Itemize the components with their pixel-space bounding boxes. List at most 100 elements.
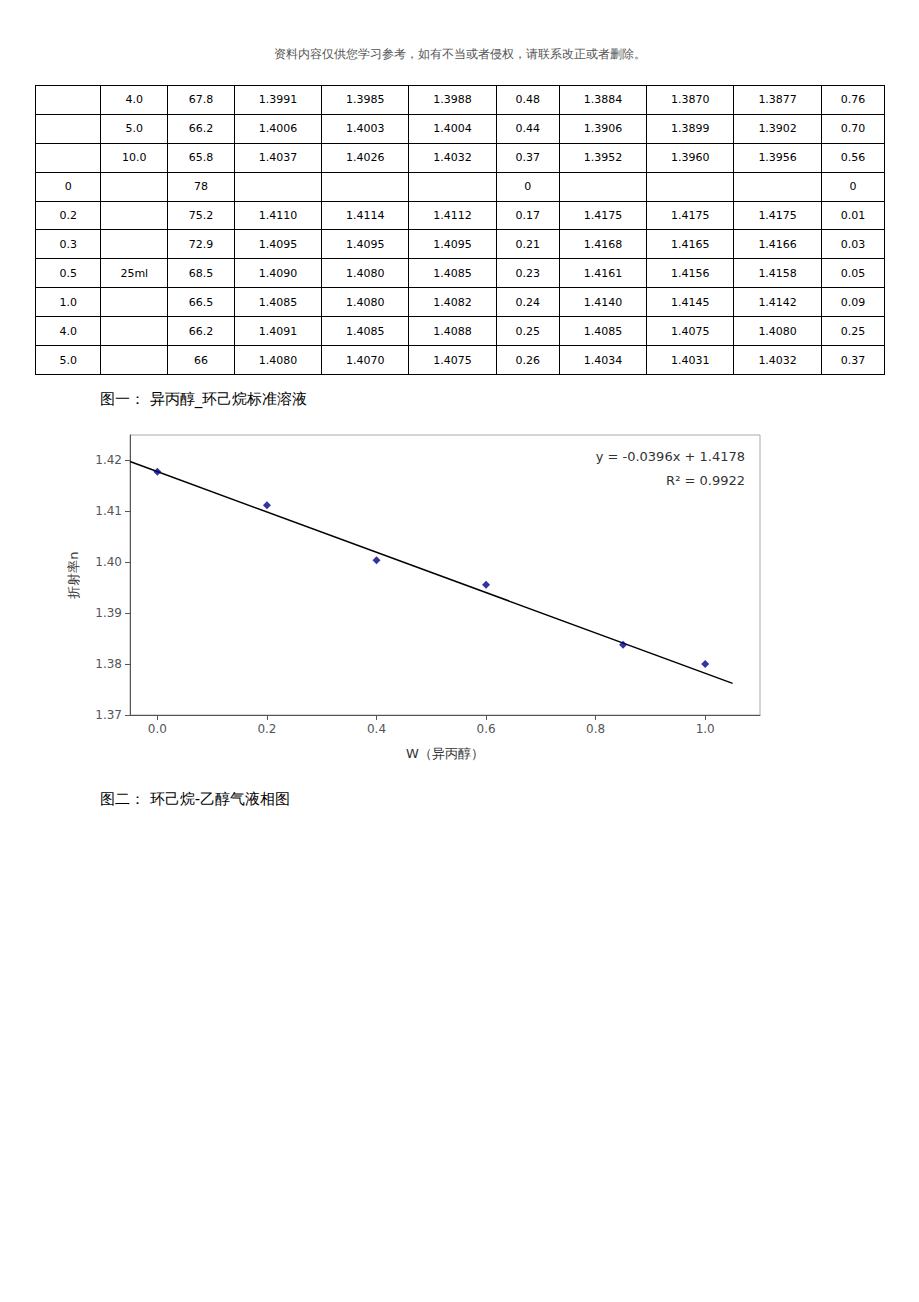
html-text:1.4095: 1.4095 bbox=[346, 237, 385, 251]
html-text:65.8: 65.8 bbox=[188, 151, 214, 165]
html-text:1.4034: 1.4034 bbox=[583, 353, 623, 367]
html-text:1.3985: 1.3985 bbox=[346, 93, 385, 107]
html-text:1.4142: 1.4142 bbox=[758, 295, 797, 309]
html-text:25ml: 25ml bbox=[120, 266, 149, 280]
html-text:1.3960: 1.3960 bbox=[671, 151, 710, 165]
html-text:1.3906: 1.3906 bbox=[583, 122, 623, 136]
html-text:0.09: 0.09 bbox=[840, 295, 866, 309]
html-text:1.4075: 1.4075 bbox=[671, 324, 710, 338]
html-text:1.4080: 1.4080 bbox=[258, 353, 298, 367]
html-text:0.23: 0.23 bbox=[515, 266, 540, 280]
html-text:1.4004: 1.4004 bbox=[433, 122, 472, 136]
html-text:1.3952: 1.3952 bbox=[583, 151, 623, 165]
html-text:1.4165: 1.4165 bbox=[671, 237, 710, 251]
html-text:1.3899: 1.3899 bbox=[671, 122, 710, 136]
svg-text:1.41: 1.41 bbox=[95, 504, 122, 518]
html-text:1.3870: 1.3870 bbox=[671, 93, 710, 107]
html-text:1.4156: 1.4156 bbox=[671, 266, 710, 280]
html-text:1.4095: 1.4095 bbox=[258, 237, 298, 251]
html-text:68.5: 68.5 bbox=[188, 266, 214, 280]
html-text:1.4003: 1.4003 bbox=[346, 122, 385, 136]
html-text:5.0: 5.0 bbox=[59, 353, 77, 367]
html-text:5.0: 5.0 bbox=[125, 122, 143, 136]
svg-text:0.4: 0.4 bbox=[367, 722, 386, 736]
html-text:0.25: 0.25 bbox=[840, 324, 866, 338]
html-text:4.0: 4.0 bbox=[59, 324, 77, 338]
html-text:66.2: 66.2 bbox=[188, 122, 214, 136]
html-text:1.4161: 1.4161 bbox=[583, 266, 623, 280]
html-text:0.3: 0.3 bbox=[59, 237, 77, 251]
html-text:1.3988: 1.3988 bbox=[433, 93, 472, 107]
html-text:66.5: 66.5 bbox=[188, 295, 214, 309]
html-text:1.4070: 1.4070 bbox=[346, 353, 385, 367]
html-text:1.4085: 1.4085 bbox=[258, 295, 298, 309]
html-text:图二： 环己烷-乙醇气液相图: 图二： 环己烷-乙醇气液相图 bbox=[100, 790, 291, 808]
html-text:1.0: 1.0 bbox=[59, 295, 77, 309]
html-text:1.4085: 1.4085 bbox=[433, 266, 472, 280]
html-text:1.4080: 1.4080 bbox=[346, 295, 385, 309]
html-text:1.3877: 1.3877 bbox=[758, 93, 797, 107]
html-text:10.0: 10.0 bbox=[122, 151, 147, 165]
html-text:1.4032: 1.4032 bbox=[758, 353, 797, 367]
html-text:1.4031: 1.4031 bbox=[671, 353, 710, 367]
html-text:0.56: 0.56 bbox=[840, 151, 866, 165]
svg-text:0.2: 0.2 bbox=[257, 722, 276, 736]
svg-text:R² = 0.9922: R² = 0.9922 bbox=[666, 473, 745, 488]
html-text:72.9: 72.9 bbox=[188, 237, 214, 251]
html-text:0.37: 0.37 bbox=[515, 151, 540, 165]
svg-text:0.8: 0.8 bbox=[586, 722, 605, 736]
html-text:1.4080: 1.4080 bbox=[346, 266, 385, 280]
html-text:1.4168: 1.4168 bbox=[583, 237, 623, 251]
html-text:1.4088: 1.4088 bbox=[433, 324, 472, 338]
svg-text:1.42: 1.42 bbox=[95, 453, 122, 467]
html-text:1.3991: 1.3991 bbox=[258, 93, 298, 107]
svg-text:W（异丙醇）: W（异丙醇） bbox=[406, 746, 484, 761]
html-text:0.44: 0.44 bbox=[515, 122, 540, 136]
html-text:0.48: 0.48 bbox=[515, 93, 540, 107]
html-text:1.4075: 1.4075 bbox=[433, 353, 472, 367]
html-text:1.4085: 1.4085 bbox=[346, 324, 385, 338]
html-text:4.0: 4.0 bbox=[125, 93, 143, 107]
html-text:1.4166: 1.4166 bbox=[758, 237, 797, 251]
svg-text:y = -0.0396x + 1.4178: y = -0.0396x + 1.4178 bbox=[596, 449, 745, 464]
html-text:1.4082: 1.4082 bbox=[433, 295, 472, 309]
svg-text:1.37: 1.37 bbox=[95, 708, 122, 722]
html-text:1.4006: 1.4006 bbox=[258, 122, 298, 136]
html-text:1.3956: 1.3956 bbox=[758, 151, 797, 165]
svg-text:1.0: 1.0 bbox=[696, 722, 715, 736]
html-text:1.3902: 1.3902 bbox=[758, 122, 797, 136]
html-text:0.25: 0.25 bbox=[515, 324, 540, 338]
svg-text:1.38: 1.38 bbox=[95, 657, 122, 671]
html-text:0.24: 0.24 bbox=[515, 295, 540, 309]
html-text:0.05: 0.05 bbox=[840, 266, 866, 280]
svg-text:折射率n: 折射率n bbox=[66, 551, 81, 598]
html-text:66: 66 bbox=[193, 353, 208, 367]
html-text:1.4080: 1.4080 bbox=[758, 324, 797, 338]
html-text:1.3884: 1.3884 bbox=[583, 93, 623, 107]
html-text:0.03: 0.03 bbox=[840, 237, 866, 251]
html-text:1.4145: 1.4145 bbox=[671, 295, 710, 309]
html-text:1.4037: 1.4037 bbox=[258, 151, 298, 165]
html-text:67.8: 67.8 bbox=[188, 93, 214, 107]
html-text:1.4140: 1.4140 bbox=[583, 295, 623, 309]
html-text:66.2: 66.2 bbox=[188, 324, 214, 338]
html-text:0.26: 0.26 bbox=[515, 353, 540, 367]
svg-text:0.0: 0.0 bbox=[148, 722, 167, 736]
html-text:0.76: 0.76 bbox=[840, 93, 866, 107]
html-text:0.5: 0.5 bbox=[59, 266, 77, 280]
svg-text:0.6: 0.6 bbox=[477, 722, 496, 736]
html-text:0.70: 0.70 bbox=[840, 122, 866, 136]
html-text:1.4085: 1.4085 bbox=[583, 324, 623, 338]
html-text:资料内容仅供您学习参考，如有不当或者侵权，请联系改正或者删除: 资料内容仅供您学习参考，如有不当或者侵权，请联系改正或者删除。 bbox=[273, 47, 646, 61]
html-text:1.4026: 1.4026 bbox=[346, 151, 385, 165]
html-text:1.4091: 1.4091 bbox=[258, 324, 298, 338]
html-text:1.4095: 1.4095 bbox=[433, 237, 472, 251]
html-text:1.4158: 1.4158 bbox=[758, 266, 797, 280]
html-text:1.4090: 1.4090 bbox=[258, 266, 298, 280]
html-text:图一： 异丙醇_环己烷标准溶液: 图一： 异丙醇_环己烷标准溶液 bbox=[100, 390, 308, 408]
html-text:1.4032: 1.4032 bbox=[433, 151, 472, 165]
html-text:0.21: 0.21 bbox=[515, 237, 540, 251]
svg-text:1.40: 1.40 bbox=[95, 555, 122, 569]
html-text:78: 78 bbox=[193, 180, 208, 194]
svg-text:1.39: 1.39 bbox=[95, 606, 122, 620]
